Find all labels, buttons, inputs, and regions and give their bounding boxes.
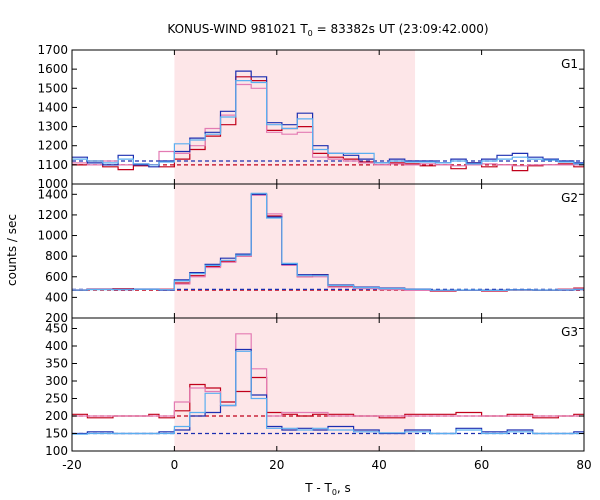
x-tick-label: 20 <box>269 458 284 472</box>
series-line-pink <box>72 333 584 417</box>
highlight-region <box>174 50 416 451</box>
y-tick-label: 350 <box>45 357 68 371</box>
chart-title: KONUS-WIND 981021 T0 = 83382s UT (23:09:… <box>167 22 488 38</box>
x-axis-label: T - T0, s <box>304 481 351 497</box>
x-tick-label: 80 <box>576 458 591 472</box>
y-tick-label: 100 <box>45 444 68 458</box>
y-tick-label: 1200 <box>37 208 68 222</box>
y-tick-label: 1200 <box>37 139 68 153</box>
y-tick-label: 1000 <box>37 177 68 191</box>
panel-g3: 100 150 200 250 300 350 400 450 G3 <box>45 317 585 458</box>
y-tick-label: 800 <box>45 249 68 263</box>
y-tick-label: 250 <box>45 392 68 406</box>
y-axis-label: counts / sec <box>5 214 19 286</box>
y-tick-label: 1100 <box>37 158 68 172</box>
panel-g2: 200 400 600 800 1000 1200 1400 G2 <box>37 183 585 325</box>
y-tick-label: 1700 <box>37 43 68 57</box>
x-tick-label: 60 <box>474 458 489 472</box>
x-tick-label: -20 <box>62 458 82 472</box>
y-tick-label: 1300 <box>37 120 68 134</box>
y-tick-label: 1400 <box>37 187 68 201</box>
x-tick-labels: -20 0 20 40 60 80 <box>62 458 591 472</box>
y-tick-label: 450 <box>45 322 68 336</box>
y-tick-label: 400 <box>45 290 68 304</box>
y-tick-label: 1600 <box>37 62 68 76</box>
panel-label: G1 <box>561 57 578 71</box>
x-tick-label: 0 <box>171 458 179 472</box>
panel-g1: 1000 1100 1200 1300 1400 1500 1600 1700 G1 <box>37 43 585 191</box>
y-tick-label: 600 <box>45 270 68 284</box>
panel-label: G3 <box>561 325 578 339</box>
y-tick-label: 400 <box>45 339 68 353</box>
y-tick-label: 200 <box>45 311 68 325</box>
y-tick-label: 1500 <box>37 81 68 95</box>
series-line-light-blue <box>72 192 584 291</box>
y-tick-label: 300 <box>45 374 68 388</box>
panel-label: G2 <box>561 191 578 205</box>
series-line-light-blue <box>72 80 584 166</box>
y-tick-label: 150 <box>45 427 68 441</box>
y-tick-label: 200 <box>45 409 68 423</box>
x-tick-label: 40 <box>372 458 387 472</box>
y-tick-label: 1000 <box>37 229 68 243</box>
panel-frame <box>71 317 585 452</box>
series-line-light-blue <box>72 350 584 435</box>
y-tick-label: 1400 <box>37 100 68 114</box>
